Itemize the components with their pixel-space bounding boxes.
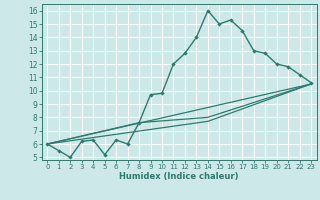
X-axis label: Humidex (Indice chaleur): Humidex (Indice chaleur)	[119, 172, 239, 181]
